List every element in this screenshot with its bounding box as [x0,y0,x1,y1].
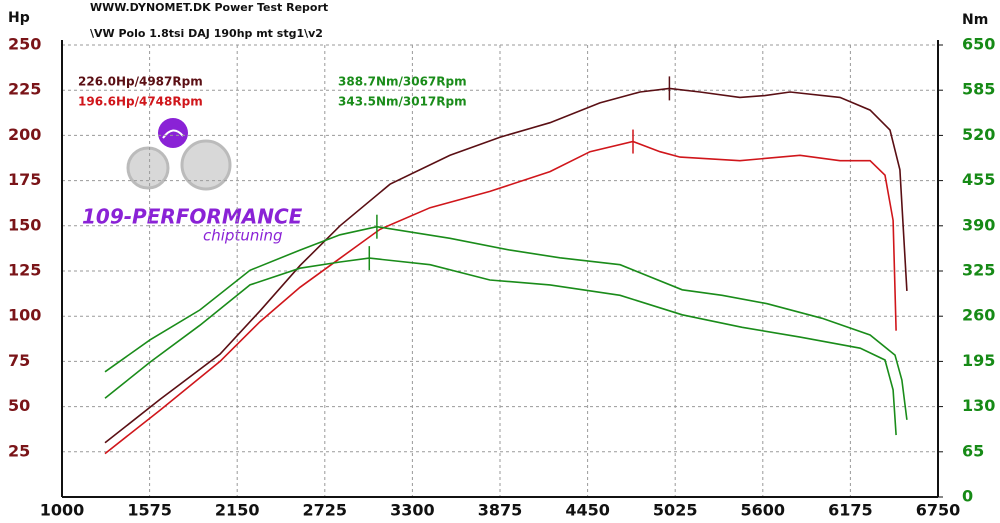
y-tick-label: 250 [8,35,41,54]
logo-subtext: chiptuning [203,227,283,245]
y2-tick-label: 65 [962,441,984,460]
series-line [104,225,908,420]
y-tick-label: 200 [8,125,41,144]
legend-label: 196.6Hp/4748Rpm [78,95,203,109]
legend-label: 388.7Nm/3067Rpm [338,75,467,89]
y2-tick-label: 585 [962,80,995,99]
x-tick-label: 2725 [303,501,348,520]
y2-tick-label: 325 [962,261,995,280]
x-tick-label: 6750 [916,501,961,520]
y2-tick-label: 130 [962,396,995,415]
y-tick-label: 50 [8,396,30,415]
header: WWW.DYNOMET.DK Power Test Report [90,1,328,14]
y-tick-label: 150 [8,215,41,234]
x-tick-label: 6175 [828,501,873,520]
logo: 109-PERFORMANCE chiptuning [82,118,303,245]
y-tick-label: 125 [8,261,41,280]
series-line [104,87,908,444]
y-tick-label: 25 [8,441,30,460]
x-tick-label: 3875 [478,501,523,520]
y2-tick-label: 455 [962,170,995,189]
x-tick-label: 4450 [565,501,610,520]
y-tick-label: 75 [8,351,30,370]
legend-label: 343.5Nm/3017Rpm [338,95,467,109]
series-line [104,257,897,436]
x-tick-label: 5600 [741,501,786,520]
legend-label: 226.0Hp/4987Rpm [78,75,203,89]
y2-tick-label: 260 [962,306,995,325]
x-tick-label: 1575 [127,501,172,520]
logo-text: 109-PERFORMANCE [82,205,303,229]
y-tick-label: 225 [8,80,41,99]
y2-tick-label: 520 [962,125,995,144]
y2-tick-label: 650 [962,35,995,54]
y-axis-label: Hp [8,10,30,26]
x-tick-label: 3300 [390,501,435,520]
y2-tick-label: 195 [962,351,995,370]
y-tick-label: 100 [8,306,41,325]
subtitle: \VW Polo 1.8tsi DAJ 190hp mt stg1\v2 [90,27,323,40]
x-tick-label: 5025 [653,501,698,520]
y2-tick-label: 0 [962,487,973,506]
y-tick-label: 175 [8,170,41,189]
series-line [104,140,897,455]
y2-axis-label: Nm [962,12,988,28]
x-tick-label: 2150 [215,501,260,520]
x-tick-label: 1000 [40,501,85,520]
y2-tick-label: 390 [962,215,995,234]
